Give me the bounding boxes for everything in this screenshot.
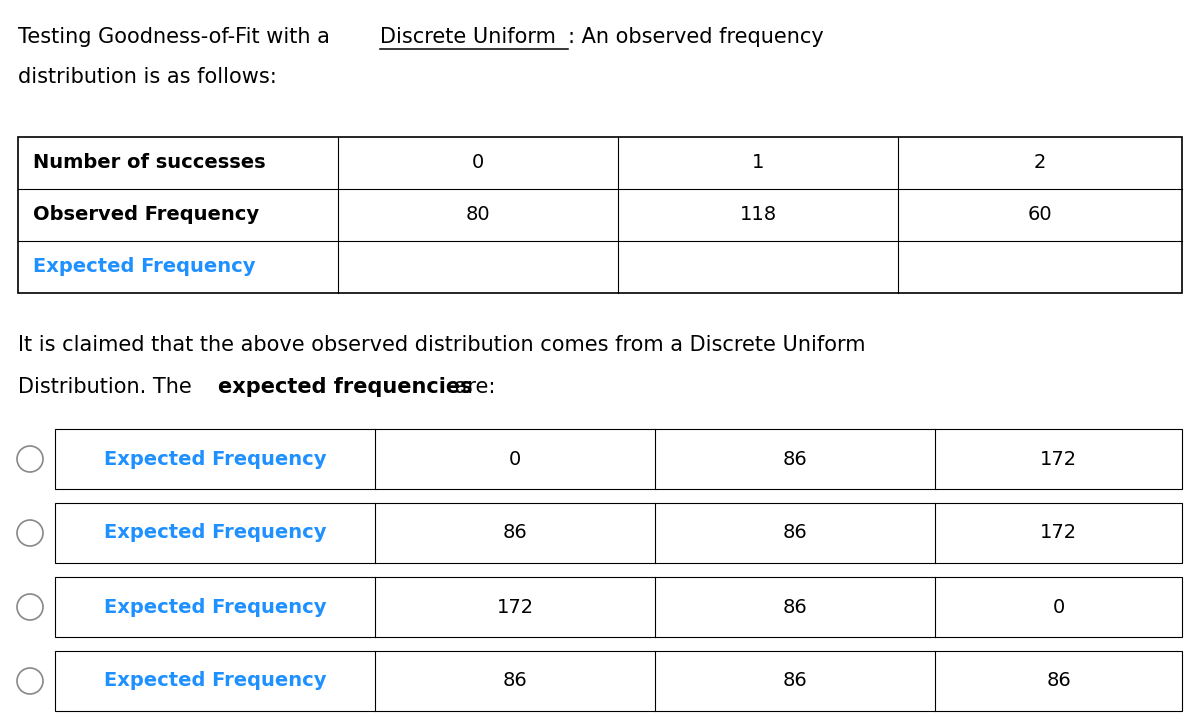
Text: 172: 172 xyxy=(1040,450,1078,469)
Bar xyxy=(55,577,1182,637)
Text: 0: 0 xyxy=(472,154,484,173)
Text: Testing Goodness-of-Fit with a: Testing Goodness-of-Fit with a xyxy=(18,27,336,47)
Text: 118: 118 xyxy=(739,206,776,225)
Text: 0: 0 xyxy=(509,450,521,469)
Text: Distribution. The: Distribution. The xyxy=(18,377,198,397)
Text: 172: 172 xyxy=(1040,523,1078,542)
Text: Observed Frequency: Observed Frequency xyxy=(32,206,259,225)
Bar xyxy=(55,429,1182,489)
Text: Expected Frequency: Expected Frequency xyxy=(103,598,326,617)
Text: 86: 86 xyxy=(503,671,527,690)
Text: Expected Frequency: Expected Frequency xyxy=(103,671,326,690)
Text: 172: 172 xyxy=(497,598,534,617)
Text: : An observed frequency: : An observed frequency xyxy=(568,27,823,47)
Text: Discrete Uniform: Discrete Uniform xyxy=(380,27,556,47)
Bar xyxy=(55,503,1182,563)
Text: expected frequencies: expected frequencies xyxy=(218,377,473,397)
Text: 86: 86 xyxy=(782,671,808,690)
Text: are:: are: xyxy=(448,377,496,397)
Text: 0: 0 xyxy=(1052,598,1064,617)
Text: 86: 86 xyxy=(782,523,808,542)
Text: 80: 80 xyxy=(466,206,491,225)
Bar xyxy=(55,651,1182,711)
Text: 86: 86 xyxy=(782,450,808,469)
Text: 1: 1 xyxy=(752,154,764,173)
Text: Expected Frequency: Expected Frequency xyxy=(32,258,256,277)
Text: Number of successes: Number of successes xyxy=(32,154,265,173)
Text: Expected Frequency: Expected Frequency xyxy=(103,523,326,542)
Text: distribution is as follows:: distribution is as follows: xyxy=(18,67,277,87)
Text: 86: 86 xyxy=(782,598,808,617)
Text: Expected Frequency: Expected Frequency xyxy=(103,450,326,469)
Bar xyxy=(18,137,1182,293)
Text: 86: 86 xyxy=(503,523,527,542)
Text: 60: 60 xyxy=(1027,206,1052,225)
Text: 86: 86 xyxy=(1046,671,1070,690)
Text: It is claimed that the above observed distribution comes from a Discrete Uniform: It is claimed that the above observed di… xyxy=(18,335,865,355)
Text: 2: 2 xyxy=(1034,154,1046,173)
